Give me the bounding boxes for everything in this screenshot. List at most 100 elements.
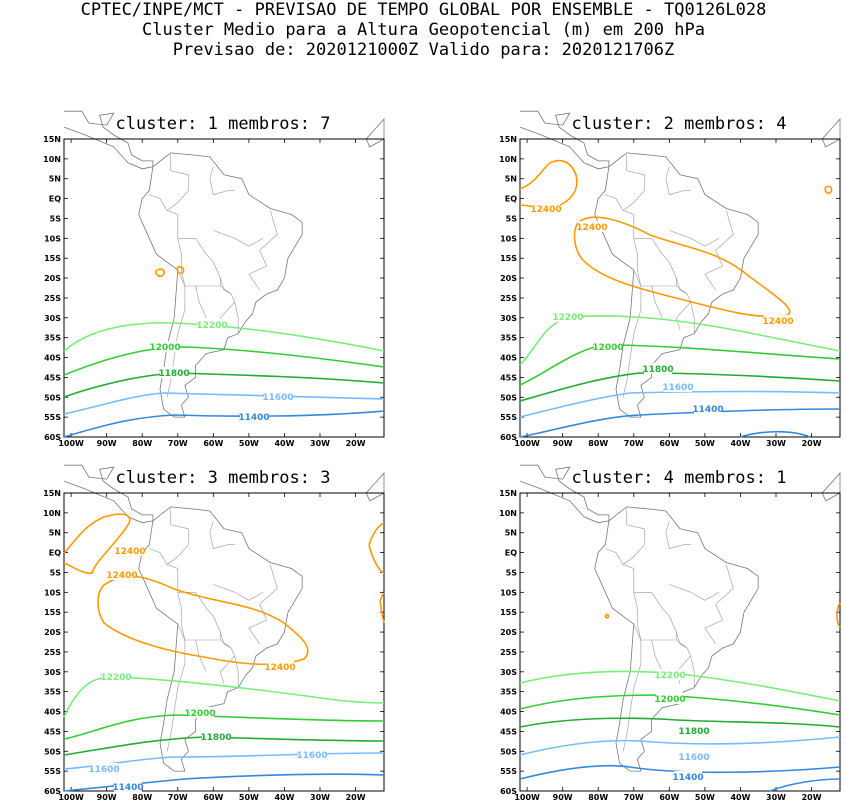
contour-label-bg [674, 771, 702, 782]
country-border [651, 639, 663, 672]
country-border [248, 210, 278, 291]
contour-11400 [519, 408, 841, 438]
lon-tick-label: 100W [58, 793, 84, 802]
contour-label: 11400 [692, 405, 723, 415]
country-border [665, 166, 691, 195]
coastline-south-america [138, 506, 303, 772]
panel-3-title: cluster: 3 membros: 3 [115, 468, 331, 488]
lat-tick-label: 25S [44, 294, 61, 303]
contour-label-bg [578, 221, 606, 232]
contour-label: 11800 [678, 727, 709, 737]
contour-label-bg [656, 693, 684, 704]
country-border [622, 154, 645, 211]
lat-tick-label: 50S [500, 747, 517, 756]
lat-tick-label: 45S [44, 727, 61, 736]
country-border [605, 194, 638, 271]
figure-subtitle: Cluster Medio para a Altura Geopotencial… [142, 20, 705, 40]
contour-label: 11600 [262, 393, 293, 403]
panel-2-map: 15N 10N 5N EQ 5S 10S 15S 20S 25S 30S 35S 40S 45S 50S 5… [499, 110, 841, 448]
contour-label: 12400 [264, 663, 295, 673]
contour-label: 11600 [662, 383, 693, 393]
lat-tick-label: 45S [44, 373, 61, 382]
contour-label-bg [240, 411, 268, 422]
lat-tick-label: 25S [44, 648, 61, 657]
contour-12400 [63, 513, 385, 624]
contour-label-bg [160, 367, 188, 378]
country-border [213, 230, 264, 247]
country-border [622, 269, 642, 398]
coastline-south-america [594, 152, 759, 418]
coastline-south-america [138, 152, 303, 418]
contour-12200 [63, 676, 385, 718]
panel-3-map: 15N 10N 5N EQ 5S 10S 15S 20S 25S 30S 35S 40S 45S 50S 5… [43, 464, 385, 802]
lon-tick-label: 70W [168, 439, 188, 448]
country-border [704, 564, 734, 645]
lat-tick-label: 15S [44, 254, 61, 263]
lat-tick-label: 10S [44, 234, 61, 243]
lat-tick-label: 5N [505, 175, 517, 184]
lat-tick-label: 50S [44, 747, 61, 756]
contour-label-bg [594, 341, 622, 352]
lat-tick-label: 30S [500, 668, 517, 677]
contour-label-bg [102, 671, 130, 682]
lat-tick-label: 30S [44, 668, 61, 677]
country-border [704, 210, 734, 291]
contour-12000 [519, 344, 841, 386]
lat-tick-label: 40S [44, 708, 61, 717]
basemap [63, 110, 385, 418]
lon-tick-label: 80W [588, 793, 608, 802]
lat-tick-label: 5S [50, 568, 62, 577]
lat-tick-label: 10S [500, 588, 517, 597]
contour-label: 12000 [184, 709, 215, 719]
panel-2-title: cluster: 2 membros: 4 [571, 114, 787, 134]
country-border [669, 230, 720, 247]
lat-tick-label: 50S [44, 393, 61, 402]
lat-tick-label: 50S [500, 393, 517, 402]
lon-tick-label: 90W [553, 439, 573, 448]
lon-tick-label: 50W [695, 439, 715, 448]
lat-tick-label: 20S [44, 628, 61, 637]
country-border [676, 278, 688, 295]
lat-tick-label: 55S [500, 767, 517, 776]
lat-tick-label: 20S [500, 628, 517, 637]
lon-tick-label: 60W [203, 439, 223, 448]
lat-tick-label: EQ [49, 549, 61, 558]
lon-tick-label: 20W [802, 793, 822, 802]
contour-label: 12200 [196, 321, 227, 331]
lon-tick-label: 70W [168, 793, 188, 802]
contour-label-bg [202, 731, 230, 742]
country-border [690, 301, 695, 334]
lat-tick-label: EQ [505, 549, 517, 558]
lon-tick-label: 90W [97, 793, 117, 802]
lat-tick-label: 15N [43, 489, 61, 498]
country-border [177, 238, 221, 286]
country-border [669, 584, 720, 601]
lon-tick-label: 60W [659, 439, 679, 448]
lat-tick-label: 35S [44, 688, 61, 697]
lat-tick-label: 35S [44, 334, 61, 343]
lon-tick-label: 90W [97, 439, 117, 448]
lat-tick-label: 10N [499, 155, 517, 164]
contour-label-bg [264, 391, 292, 402]
country-border [633, 592, 677, 640]
country-border [166, 508, 189, 565]
country-border [181, 270, 236, 330]
lon-tick-label: 20W [346, 793, 366, 802]
contour-label-bg [90, 763, 118, 774]
lon-tick-label: 80W [132, 793, 152, 802]
lon-tick-label: 50W [239, 793, 259, 802]
basemap [519, 110, 841, 418]
contour-label-bg [266, 661, 294, 672]
lon-tick-label: 100W [58, 439, 84, 448]
lon-tick-label: 30W [766, 439, 786, 448]
contour-label: 12000 [592, 343, 623, 353]
country-border [195, 285, 207, 318]
lon-tick-label: 20W [802, 439, 822, 448]
country-border [622, 623, 642, 752]
contour-12000 [63, 346, 385, 376]
contour-label-bg [298, 749, 326, 760]
lon-tick-label: 90W [553, 793, 573, 802]
lat-tick-label: 60S [500, 433, 517, 442]
lat-tick-label: 45S [500, 373, 517, 382]
panel-4-map: 15N 10N 5N EQ 5S 10S 15S 20S 25S 30S 35S 40S 45S 50S 5… [499, 464, 841, 802]
